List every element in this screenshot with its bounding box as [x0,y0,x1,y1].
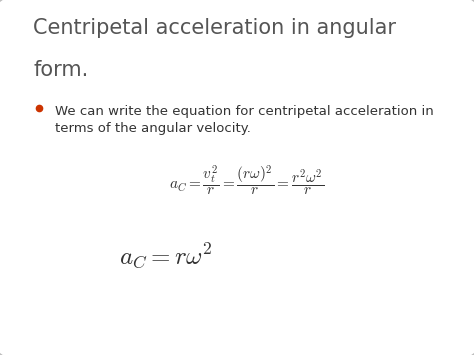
Text: form.: form. [33,60,89,80]
Text: We can write the equation for centripetal acceleration in: We can write the equation for centripeta… [55,105,433,118]
Text: terms of the angular velocity.: terms of the angular velocity. [55,122,250,136]
Text: $a_C = r\omega^2$: $a_C = r\omega^2$ [119,241,213,271]
Text: $a_C = \dfrac{v_t^2}{r} = \dfrac{(r\omega)^2}{r} = \dfrac{r^2\omega^2}{r}$: $a_C = \dfrac{v_t^2}{r} = \dfrac{(r\omeg… [169,163,324,197]
Text: Centripetal acceleration in angular: Centripetal acceleration in angular [33,18,396,38]
